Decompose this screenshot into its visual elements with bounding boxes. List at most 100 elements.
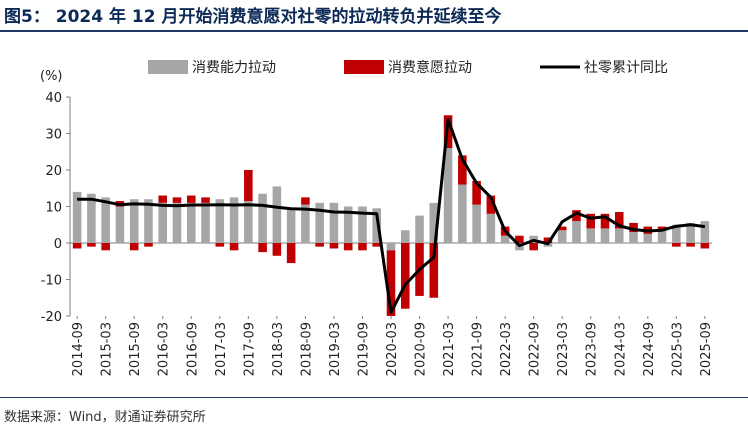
capacity-bar [429,202,439,243]
y-tick-label: 20 [45,164,62,179]
willingness-bar [614,211,624,229]
x-tick-label: 2020-03 [385,322,400,376]
x-tick-label: 2025-09 [699,322,714,376]
willingness-bar [458,155,467,185]
source-rule [0,397,748,398]
capacity-bar [358,206,367,243]
x-tick-label: 2023-03 [556,322,571,376]
capacity-bar [301,204,310,243]
x-tick-label: 2014-09 [71,322,86,376]
legend-swatch [344,60,384,74]
source-note: 数据来源：Wind，财通证券研究所 [4,410,206,425]
willingness-bar [72,243,82,249]
capacity-bar [186,202,196,243]
willingness-bar [700,243,710,249]
capacity-bar [101,197,110,243]
willingness-bar [486,195,496,214]
capacity-bar [315,202,324,243]
capacity-bar [386,243,396,251]
capacity-bar [244,201,253,243]
x-tick-label: 2024-09 [642,322,657,376]
x-tick-label: 2020-09 [414,322,429,376]
capacity-bar [629,232,638,243]
capacity-bar [672,224,681,243]
title-rule [0,30,748,32]
capacity-bar [372,208,382,243]
capacity-bar [443,148,453,243]
willingness-bar [87,243,96,247]
willingness-bar [629,222,638,233]
willingness-bar [258,243,267,253]
y-tick-label: -20 [41,310,62,325]
capacity-bar [458,184,467,243]
capacity-bar [87,193,96,243]
willingness-bar [144,243,153,247]
legend-label: 消费能力拉动 [192,60,276,76]
y-tick-label: 10 [45,201,62,216]
capacity-bar [586,228,596,243]
capacity-bar [215,199,225,243]
willingness-bar [586,213,596,229]
capacity-bar [343,206,353,243]
x-tick-label: 2016-09 [185,322,200,376]
willingness-bar [315,243,324,247]
y-tick-label: 30 [45,128,62,143]
x-tick-label: 2015-09 [128,322,143,376]
willingness-bar [358,243,367,251]
x-tick-label: 2022-03 [499,322,514,376]
willingness-bar [472,180,481,205]
capacity-bar [258,193,267,243]
willingness-bar [515,235,524,243]
capacity-bar [614,228,624,243]
capacity-bar [700,221,710,243]
x-tick-label: 2021-09 [471,322,486,376]
capacity-bar [400,230,410,243]
line-series [77,117,706,314]
capacity-bar [600,228,610,243]
figure-title: 图5： 2024 年 12 月开始消费意愿对社零的拉动转负并延续至今 [4,7,502,27]
capacity-bar [158,202,168,243]
willingness-bar [686,243,695,247]
willingness-bar [429,243,439,298]
x-tick-label: 2018-09 [299,322,314,376]
willingness-bar [329,243,339,249]
capacity-bar [72,191,82,243]
willingness-bar [343,243,353,251]
capacity-bar [486,213,496,243]
willingness-bar [657,226,667,231]
legend-swatch [148,60,188,74]
willingness-bar [672,243,681,247]
capacity-bar [472,204,481,243]
willingness-bar [229,243,239,251]
legend: 消费能力拉动 消费意愿拉动 社零累计同比 [148,59,668,76]
willingness-bar [572,210,581,222]
y-axis-unit: (%) [40,69,63,84]
x-tick-label: 2023-09 [585,322,600,376]
willingness-bar [129,243,139,251]
total-growth-line [77,117,706,314]
willingness-bar [543,237,553,243]
bars [72,115,710,316]
x-tick-label: 2017-09 [242,322,257,376]
capacity-bar [201,202,210,243]
willingness-bar [386,250,396,316]
capacity-bar [144,199,153,243]
willingness-bar [600,213,610,229]
legend-label: 社零累计同比 [584,60,668,76]
capacity-bar [500,235,510,243]
capacity-bar [557,230,567,243]
y-tick-label: 0 [54,237,62,252]
willingness-bar [101,243,110,251]
x-tick-label: 2025-03 [670,322,685,376]
willingness-bar [301,197,310,205]
willingness-bar [400,243,410,309]
x-tick-label: 2015-03 [100,322,115,376]
capacity-bar [286,210,296,243]
willingness-bar [158,195,168,203]
willingness-bar [172,197,182,203]
x-tick-labels: 2014-09 2015-03 2015-09 2016-03 2016-09 2017-… [71,316,714,376]
capacity-bar [657,230,667,243]
x-tick-label: 2018-03 [271,322,286,376]
willingness-bar [372,243,382,247]
